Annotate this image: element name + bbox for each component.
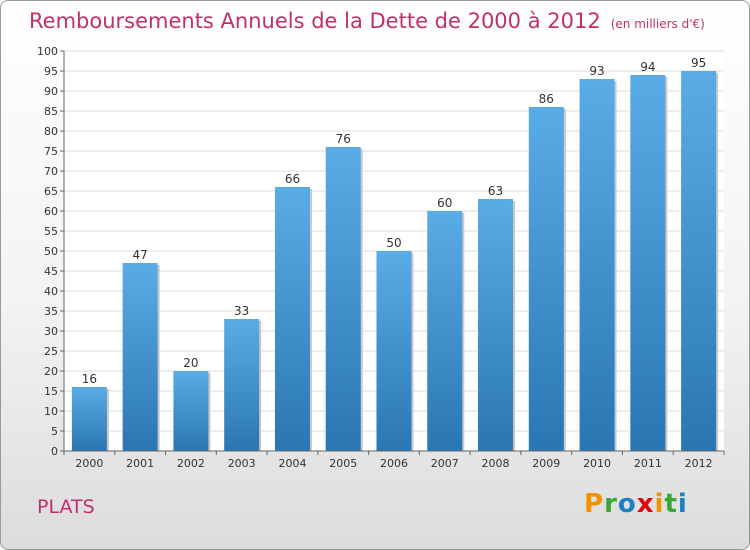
bars: 16 47 20 33 66 76 50 60 63 86 93 94 95 [71, 56, 719, 451]
data-label: 66 [285, 172, 300, 186]
data-label: 16 [82, 372, 97, 386]
chart-title: Remboursements Annuels de la Dette de 20… [29, 9, 705, 33]
x-tick-label: 2011 [634, 457, 662, 470]
bar [427, 211, 463, 451]
bar [681, 71, 717, 451]
y-tick-label: 15 [44, 385, 58, 398]
data-label: 47 [133, 248, 148, 262]
y-tick-label: 95 [44, 65, 58, 78]
proxiti-logo[interactable]: Proxiti [584, 489, 688, 519]
y-tick-label: 60 [44, 205, 58, 218]
bar [71, 387, 107, 451]
x-tick-label: 2002 [177, 457, 205, 470]
data-label: 63 [488, 184, 503, 198]
x-axis: 2000 2001 2002 2003 2004 2005 2006 2007 2008 2009… [63, 450, 725, 470]
title-text: Remboursements Annuels de la Dette de 20… [29, 9, 601, 33]
logo-letter: x [636, 489, 655, 519]
y-axis: 0 5 10 15 20 25 30 35 40 45 50 55 60 65 70 75 80 85 90 95 10… [37, 45, 65, 458]
x-tick-label: 2004 [278, 457, 306, 470]
x-tick-label: 2009 [532, 457, 560, 470]
y-tick-label: 100 [37, 45, 58, 58]
x-tick-label: 2001 [126, 457, 154, 470]
y-tick-label: 70 [44, 165, 58, 178]
data-label: 33 [234, 304, 249, 318]
logo-letter: P [584, 489, 605, 519]
data-label: 50 [386, 236, 401, 250]
y-tick-label: 20 [44, 365, 58, 378]
logo-letter: i [654, 489, 665, 519]
bar [122, 263, 158, 451]
data-label: 94 [640, 60, 655, 74]
x-tick-label: 2003 [228, 457, 256, 470]
y-tick-label: 45 [44, 265, 58, 278]
y-tick-label: 85 [44, 105, 58, 118]
y-tick-label: 80 [44, 125, 58, 138]
data-label: 20 [183, 356, 198, 370]
y-tick-label: 75 [44, 145, 58, 158]
x-tick-label: 2000 [75, 457, 103, 470]
y-tick-label: 55 [44, 225, 58, 238]
y-tick-label: 25 [44, 345, 58, 358]
bar [325, 147, 361, 451]
x-tick-label: 2005 [329, 457, 357, 470]
data-label: 60 [437, 196, 452, 210]
bar [528, 107, 564, 451]
x-tick-label: 2012 [685, 457, 713, 470]
bar [173, 371, 209, 451]
y-tick-label: 40 [44, 285, 58, 298]
x-tick-label: 2006 [380, 457, 408, 470]
y-tick-label: 35 [44, 305, 58, 318]
y-tick-label: 30 [44, 325, 58, 338]
bar [579, 79, 615, 451]
y-tick-label: 5 [51, 425, 58, 438]
data-label: 86 [539, 92, 554, 106]
logo-letter: r [604, 489, 618, 519]
bar [274, 187, 310, 451]
logo-letter: o [617, 489, 637, 519]
x-tick-label: 2008 [482, 457, 510, 470]
y-tick-label: 65 [44, 185, 58, 198]
commune-name: PLATS [37, 496, 95, 518]
data-label: 93 [589, 64, 604, 78]
logo-letter: t [664, 489, 678, 519]
y-tick-label: 0 [51, 445, 58, 458]
x-tick-label: 2007 [431, 457, 459, 470]
bar [224, 319, 260, 451]
bar [630, 75, 666, 451]
data-label: 76 [336, 132, 351, 146]
y-tick-label: 10 [44, 405, 58, 418]
logo-letter: i [677, 489, 688, 519]
unit-label: (en milliers d'€) [610, 17, 705, 31]
x-tick-label: 2010 [583, 457, 611, 470]
y-tick-label: 50 [44, 245, 58, 258]
bar [376, 251, 412, 451]
bar [478, 199, 514, 451]
y-tick-label: 90 [44, 85, 58, 98]
data-label: 95 [691, 56, 706, 70]
